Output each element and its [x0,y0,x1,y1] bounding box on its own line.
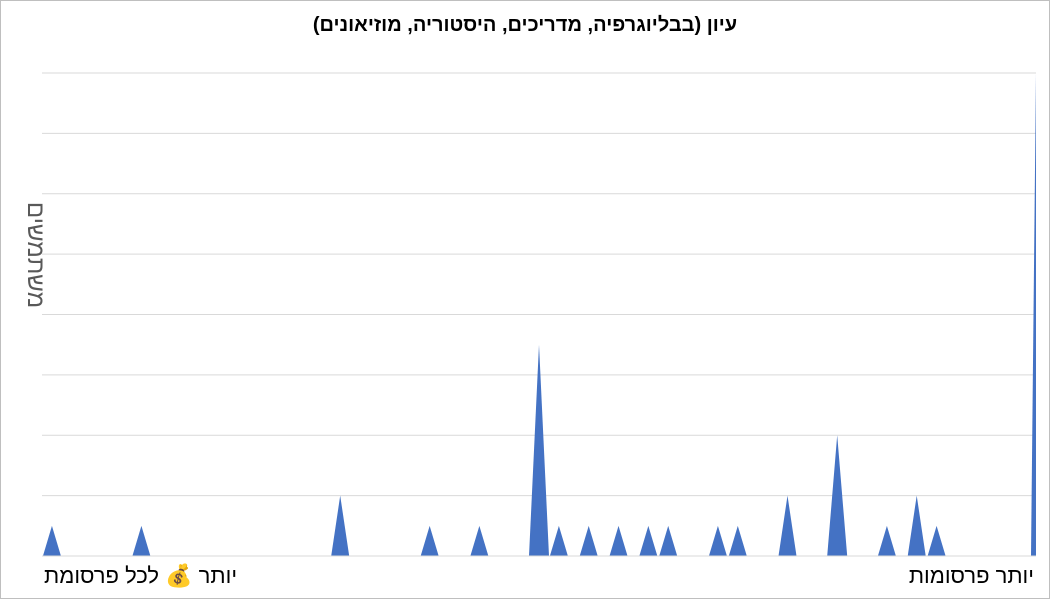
data-spike [420,525,439,556]
x-axis-label-left: יותר 💰 לכל פרסומת [44,563,238,588]
data-spike [927,525,946,556]
data-spike [827,435,848,556]
data-spike [579,525,598,556]
data-spike [907,495,926,556]
data-spike [728,525,747,556]
x-axis-label-right: יותר פרסומות [908,563,1034,588]
data-spike [42,525,61,556]
data-spike [470,525,489,556]
data-spike [877,525,896,556]
data-spike [659,525,678,556]
data-spike [549,525,568,556]
data-spike [1031,73,1036,556]
data-spike [132,525,151,556]
chart-title: עיון (בבליוגרפיה, מדריכים, היסטוריה, מוז… [312,14,738,36]
data-spike [609,525,628,556]
data-spike [708,525,727,556]
data-spike [778,495,797,556]
data-spike [529,344,549,556]
data-spike [331,495,350,556]
data-spike [639,525,658,556]
